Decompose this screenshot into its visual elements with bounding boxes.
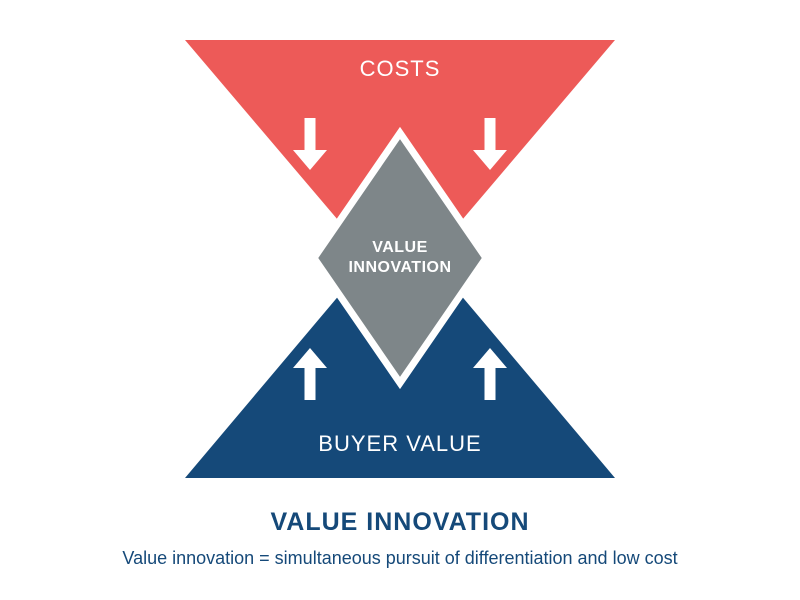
costs-label: COSTS xyxy=(360,56,441,81)
center-label-line2: INNOVATION xyxy=(348,259,451,276)
center-label-line1: VALUE xyxy=(372,239,428,256)
diagram-title: VALUE INNOVATION xyxy=(0,508,800,537)
diagram-subtitle: Value innovation = simultaneous pursuit … xyxy=(0,548,800,569)
value-innovation-diagram: COSTS BUYER VALUE VALUE INNOVATION VALUE IN… xyxy=(0,0,800,600)
buyer-value-label: BUYER VALUE xyxy=(318,431,481,456)
